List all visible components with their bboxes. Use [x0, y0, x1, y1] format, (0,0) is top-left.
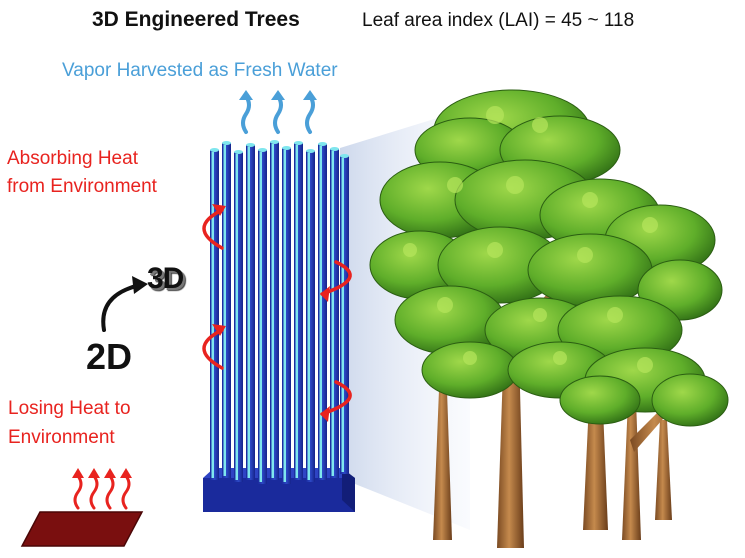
heat-loss-arrows — [73, 474, 131, 510]
column-rod-cap — [318, 142, 327, 146]
column-rod-highlight — [307, 153, 310, 480]
column-rod-cap — [234, 150, 243, 154]
column-rod — [270, 142, 279, 480]
heat-arrow-icon — [320, 260, 352, 296]
heat-arrow-icon — [105, 474, 115, 510]
column-rod-highlight — [271, 144, 274, 478]
column-rod-cap — [330, 147, 339, 151]
column-rod — [210, 150, 219, 480]
heat-arrow-icon — [121, 474, 131, 510]
column-rod-cap — [340, 154, 349, 158]
column-rod-highlight — [223, 145, 226, 476]
absorbing-heat-label: Absorbing Heat — [7, 148, 138, 169]
vapor-arrow-icon — [241, 94, 251, 134]
heat-absorb-arrows — [202, 208, 352, 416]
diagram-title: 3D Engineered Trees — [92, 8, 300, 31]
column-rod — [294, 143, 303, 480]
column-rod — [222, 143, 231, 478]
vapor-arrow-icon — [305, 94, 315, 134]
column-rod — [306, 151, 315, 482]
label-2d: 2D — [86, 336, 133, 377]
heat-arrow-icon — [202, 208, 224, 250]
heat-arrow-icon — [202, 328, 224, 370]
vapor-arrows — [241, 94, 315, 134]
heat-loss-arrowheads — [72, 468, 132, 478]
column-rod-highlight — [295, 145, 298, 478]
losing-heat-label-line2: Environment — [8, 427, 115, 448]
column-rod-highlight — [283, 150, 286, 482]
column-rod — [282, 148, 291, 484]
foliage-highlights — [403, 106, 658, 373]
column-rod-highlight — [319, 146, 322, 478]
column-rod-cap — [306, 149, 315, 153]
column-rod-cap — [294, 141, 303, 145]
vapor-arrow-icon — [273, 94, 283, 134]
column-rod-cap — [258, 148, 267, 152]
column-rods — [210, 140, 349, 484]
column-rod-highlight — [259, 152, 262, 482]
column-rod-cap — [270, 140, 279, 144]
column-rod-cap — [246, 143, 255, 147]
column-rod-highlight — [247, 147, 250, 478]
tree-foliage — [369, 89, 729, 427]
heat-arrow-icon — [320, 380, 352, 416]
column-rod — [246, 145, 255, 480]
vapor-arrowheads — [239, 90, 317, 100]
column-rod-cap — [282, 146, 291, 150]
column-rod — [234, 152, 243, 482]
absorbing-heat-label-line2: from Environment — [7, 176, 157, 197]
heat-absorb-arrowheads — [212, 204, 330, 422]
curved-arrow-head — [132, 276, 148, 294]
label-3d: 3D — [147, 262, 184, 295]
vapor-label: Vapor Harvested as Fresh Water — [62, 60, 338, 81]
heat-arrow-icon — [73, 474, 83, 510]
column-rod-cap — [222, 141, 231, 145]
column-rod — [318, 144, 327, 480]
tree-group — [369, 89, 729, 548]
curved-arrow-icon — [101, 283, 142, 332]
column-rod — [258, 150, 267, 484]
heat-arrow-icon — [89, 474, 99, 510]
column-rod-cap — [210, 148, 219, 152]
column-rod-highlight — [341, 158, 344, 472]
column-rod-highlight — [235, 154, 238, 480]
lai-subtitle: Leaf area index (LAI) = 45 ~ 118 — [362, 10, 635, 31]
column-rod — [330, 149, 339, 478]
column-rod-highlight — [211, 152, 214, 478]
losing-heat-label: Losing Heat to — [8, 398, 131, 419]
flat-sheet-2d — [20, 511, 144, 547]
column-rod-highlight — [331, 151, 334, 476]
column-rod — [340, 156, 349, 474]
